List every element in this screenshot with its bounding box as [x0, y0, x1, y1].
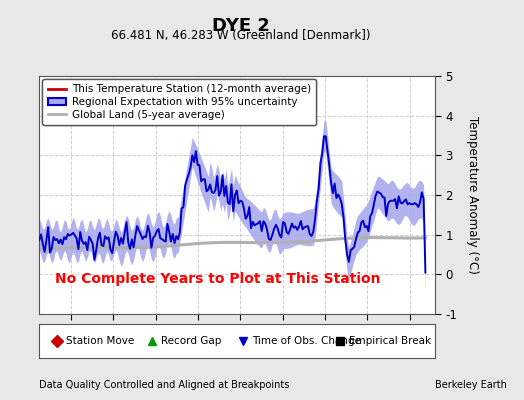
Text: Data Quality Controlled and Aligned at Breakpoints: Data Quality Controlled and Aligned at B…: [39, 380, 290, 390]
Text: Berkeley Earth: Berkeley Earth: [435, 380, 507, 390]
Text: 66.481 N, 46.283 W (Greenland [Denmark]): 66.481 N, 46.283 W (Greenland [Denmark]): [111, 29, 371, 42]
Legend: This Temperature Station (12-month average), Regional Expectation with 95% uncer: This Temperature Station (12-month avera…: [42, 79, 316, 125]
Text: Time of Obs. Change: Time of Obs. Change: [252, 336, 361, 346]
Text: Station Move: Station Move: [66, 336, 135, 346]
Text: DYE 2: DYE 2: [212, 17, 270, 35]
Text: Record Gap: Record Gap: [161, 336, 222, 346]
Text: Empirical Break: Empirical Break: [349, 336, 431, 346]
Text: No Complete Years to Plot at This Station: No Complete Years to Plot at This Statio…: [55, 272, 380, 286]
Y-axis label: Temperature Anomaly (°C): Temperature Anomaly (°C): [465, 116, 478, 274]
